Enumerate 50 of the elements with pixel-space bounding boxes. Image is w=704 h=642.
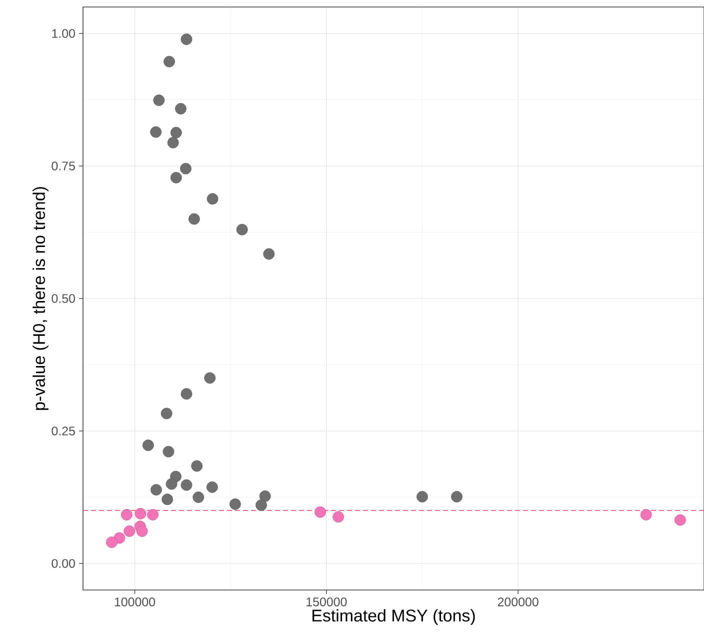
point bbox=[170, 172, 182, 184]
point bbox=[180, 34, 192, 46]
x-tick-label: 100000 bbox=[114, 598, 156, 606]
y-tick-label: 0.75 bbox=[52, 162, 75, 170]
point bbox=[451, 491, 462, 502]
point bbox=[256, 499, 267, 511]
y-tick-label: 0.00 bbox=[52, 559, 75, 568]
point bbox=[136, 525, 148, 537]
point bbox=[640, 509, 652, 520]
point bbox=[180, 162, 192, 174]
point bbox=[416, 491, 428, 502]
point bbox=[124, 525, 136, 537]
point bbox=[166, 478, 178, 490]
point bbox=[180, 479, 192, 491]
point bbox=[674, 514, 686, 526]
point bbox=[147, 509, 158, 520]
point bbox=[106, 536, 118, 548]
point bbox=[314, 506, 326, 518]
point bbox=[175, 103, 186, 114]
point bbox=[236, 224, 248, 236]
point bbox=[191, 460, 203, 472]
point bbox=[150, 484, 162, 496]
point bbox=[263, 248, 275, 260]
point bbox=[170, 126, 182, 138]
point bbox=[192, 492, 204, 503]
y-tick-label: 0.50 bbox=[52, 294, 75, 303]
point bbox=[153, 94, 165, 106]
point bbox=[167, 136, 179, 148]
point bbox=[332, 511, 344, 523]
point bbox=[180, 388, 192, 400]
y-tick-label: 1.00 bbox=[52, 29, 75, 38]
y-tick-label: 0.25 bbox=[52, 426, 75, 436]
point bbox=[206, 481, 218, 493]
point bbox=[162, 494, 174, 506]
point bbox=[259, 490, 271, 502]
point bbox=[164, 56, 175, 68]
x-tick-label: 150000 bbox=[306, 598, 347, 606]
x-axis-title: Estimated MSY (tons) bbox=[312, 609, 475, 625]
point bbox=[162, 446, 174, 458]
point bbox=[142, 440, 154, 451]
x-tick-label: 200000 bbox=[498, 598, 538, 606]
point bbox=[121, 509, 132, 520]
point bbox=[150, 126, 162, 138]
point bbox=[188, 213, 200, 225]
point bbox=[204, 372, 216, 384]
point bbox=[160, 408, 172, 420]
point bbox=[134, 508, 146, 520]
y-axis-title: p-value (H0, there is no trend) bbox=[32, 187, 48, 410]
point bbox=[229, 498, 241, 510]
point bbox=[206, 193, 218, 205]
